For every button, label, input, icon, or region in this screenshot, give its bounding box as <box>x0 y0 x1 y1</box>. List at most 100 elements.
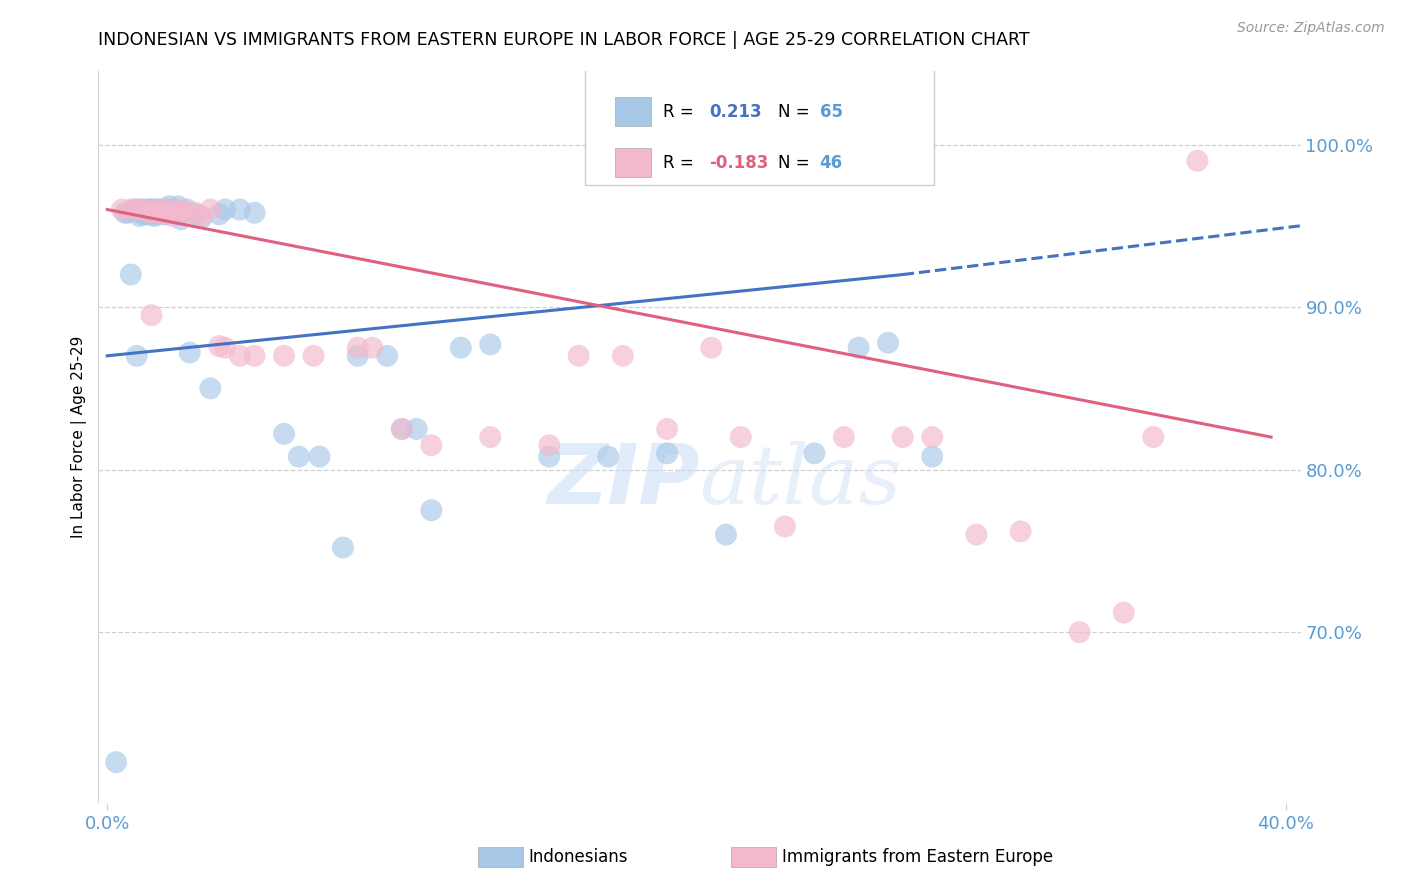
Point <box>273 426 295 441</box>
Point <box>346 349 368 363</box>
Point <box>308 450 330 464</box>
Point <box>568 349 591 363</box>
Point <box>125 202 148 217</box>
Point <box>105 755 128 769</box>
Point <box>167 206 190 220</box>
Text: R =: R = <box>664 103 699 120</box>
Point <box>128 209 150 223</box>
Point <box>803 446 825 460</box>
Point <box>965 527 987 541</box>
Point <box>1010 524 1032 539</box>
Point <box>184 207 207 221</box>
Point <box>163 202 186 217</box>
Point <box>160 209 183 223</box>
Point <box>479 430 502 444</box>
Text: R =: R = <box>664 153 699 172</box>
Point <box>1187 153 1209 168</box>
Point <box>135 206 157 220</box>
Point <box>114 206 136 220</box>
Text: Source: ZipAtlas.com: Source: ZipAtlas.com <box>1237 21 1385 35</box>
Point <box>877 335 900 350</box>
Point <box>138 206 160 220</box>
Text: 65: 65 <box>820 103 842 120</box>
Point <box>128 202 150 217</box>
Point <box>184 206 207 220</box>
Point <box>143 202 166 217</box>
Point <box>243 206 266 220</box>
Point <box>143 206 166 220</box>
Point <box>190 209 212 223</box>
Point <box>598 450 620 464</box>
Point <box>138 207 160 221</box>
Text: INDONESIAN VS IMMIGRANTS FROM EASTERN EUROPE IN LABOR FORCE | AGE 25-29 CORRELAT: INDONESIAN VS IMMIGRANTS FROM EASTERN EU… <box>98 31 1031 49</box>
Point <box>141 207 163 221</box>
Point <box>1142 430 1164 444</box>
Point <box>332 541 354 555</box>
Point <box>287 450 309 464</box>
Point <box>190 211 212 225</box>
Text: ZIP: ZIP <box>547 441 700 522</box>
Point <box>138 202 160 217</box>
Point <box>146 207 169 221</box>
Point <box>214 341 236 355</box>
Point <box>200 202 222 217</box>
Point <box>405 422 427 436</box>
FancyBboxPatch shape <box>585 68 934 185</box>
Point <box>131 202 153 217</box>
Point <box>141 308 163 322</box>
Point <box>391 422 413 436</box>
Point <box>361 341 384 355</box>
Point <box>138 206 160 220</box>
Point <box>152 206 174 220</box>
Point <box>120 268 142 282</box>
Point <box>214 202 236 217</box>
Point <box>117 206 139 220</box>
Point <box>420 503 443 517</box>
Point <box>160 206 183 220</box>
Point <box>170 202 193 217</box>
Point <box>179 345 201 359</box>
Point <box>391 422 413 436</box>
Point <box>135 202 157 217</box>
Point <box>111 202 134 217</box>
Point <box>208 339 231 353</box>
Point <box>149 202 172 217</box>
Point <box>229 202 252 217</box>
Point <box>730 430 752 444</box>
Point <box>700 341 723 355</box>
Point <box>141 202 163 217</box>
Point <box>243 349 266 363</box>
Point <box>155 202 177 217</box>
Text: Indonesians: Indonesians <box>529 848 628 866</box>
Point <box>655 446 678 460</box>
Point <box>149 202 172 217</box>
Point <box>170 212 193 227</box>
Point <box>420 438 443 452</box>
Point <box>655 422 678 436</box>
Point <box>122 202 145 217</box>
Point <box>131 207 153 221</box>
Point <box>146 206 169 220</box>
Point <box>891 430 914 444</box>
Point <box>538 450 561 464</box>
Point <box>143 202 166 217</box>
Point <box>155 206 177 220</box>
Text: Immigrants from Eastern Europe: Immigrants from Eastern Europe <box>782 848 1053 866</box>
Point <box>208 207 231 221</box>
Point <box>773 519 796 533</box>
Point <box>450 341 472 355</box>
Point <box>1112 606 1135 620</box>
Point <box>176 202 198 217</box>
Point <box>714 527 737 541</box>
Point <box>125 349 148 363</box>
Point <box>302 349 325 363</box>
Point <box>146 202 169 217</box>
Point <box>157 199 180 213</box>
Point <box>832 430 855 444</box>
Bar <box>616 148 651 178</box>
Point <box>176 206 198 220</box>
Point <box>152 206 174 220</box>
Point <box>612 349 634 363</box>
Point <box>170 206 193 220</box>
Point <box>157 202 180 217</box>
